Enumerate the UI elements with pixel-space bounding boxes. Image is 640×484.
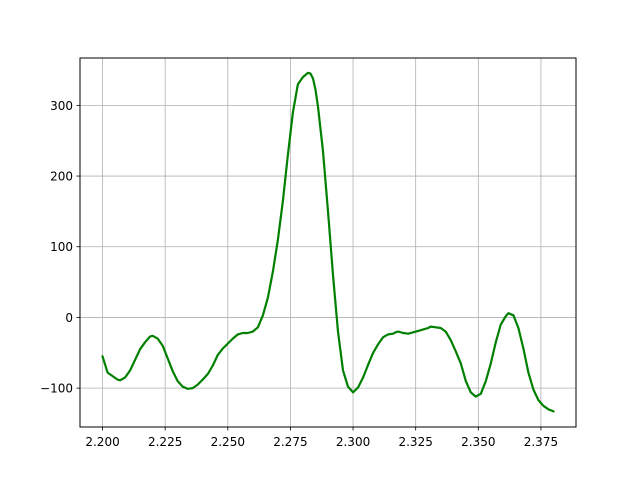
y-tick-label: 100: [50, 240, 73, 254]
x-axis: 2.200 2.225 2.250 2.275 2.300 2.325 2.350 2.375: [85, 427, 558, 449]
x-tick-label: 2.300: [336, 435, 370, 449]
grid: [80, 58, 576, 427]
x-tick-label: 2.350: [461, 435, 495, 449]
plot-frame: [79, 57, 577, 428]
series-line: [101, 71, 555, 413]
y-tick-label: 0: [65, 311, 73, 325]
y-tick-label: 200: [50, 170, 73, 184]
x-tick-label: 2.275: [273, 435, 307, 449]
x-tick-label: 2.250: [211, 435, 245, 449]
y-axis: −100 0 100 200 300: [40, 99, 80, 396]
y-tick-label: −100: [40, 382, 73, 396]
x-tick-label: 2.225: [148, 435, 182, 449]
y-tick-label: 300: [50, 99, 73, 113]
x-tick-label: 2.375: [524, 435, 558, 449]
x-tick-label: 2.200: [85, 435, 119, 449]
series-layer: [101, 71, 555, 413]
x-tick-label: 2.325: [398, 435, 432, 449]
